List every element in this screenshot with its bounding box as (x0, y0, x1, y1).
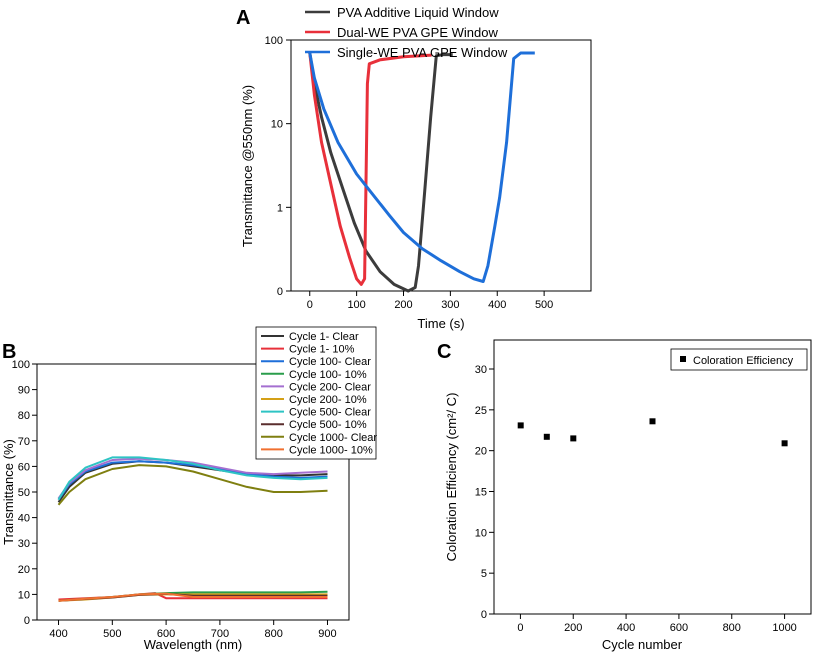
chart-a-series-2 (308, 52, 432, 286)
chart-a-ytick-label: 1 (277, 202, 283, 214)
chart-c: 0 200 400 600 800 1000 0 5 10 15 20 25 30 Cycle numb… (444, 339, 812, 652)
chart-c-ytick-label: 0 (481, 609, 487, 621)
chart-b-xtick-label: 900 (318, 628, 336, 640)
chart-b-xtick-label: 700 (211, 628, 229, 640)
chart-b-ytick-label: 80 (18, 410, 30, 422)
chart-a-ytick-label: 0 (277, 286, 283, 298)
chart-b-ytick-label: 0 (24, 615, 30, 627)
chart-a-xtick-label: 300 (441, 299, 459, 311)
chart-b: 400 500 600 700 800 900 0 10 20 30 40 50 60 70 80 90 100… (1, 326, 377, 652)
chart-c-xtick-label: 800 (723, 622, 741, 634)
chart-b-ytick-label: 60 (18, 461, 30, 473)
chart-c-ytick-label: 15 (475, 487, 487, 499)
chart-b-ytick-label: 50 (18, 487, 30, 499)
chart-b-xtick-label: 500 (103, 628, 121, 640)
chart-a-ytick-label: 100 (265, 35, 283, 47)
chart-a-ytick-label: 10 (271, 119, 283, 131)
chart-c-legend: Coloration Efficiency (670, 348, 808, 371)
chart-a-legend-label: Single-WE PVA GPE Window (337, 45, 508, 60)
panel-label-a: A (236, 7, 250, 29)
chart-b-ytick-label: 30 (18, 538, 30, 550)
chart-c-frame (493, 339, 812, 615)
panel-label-c: C (437, 341, 451, 363)
chart-c-ylabel: Coloration Efficiency (cm²/ C) (444, 393, 459, 562)
chart-b-legend-label: Cycle 1000- Clear (289, 432, 377, 444)
chart-b-series-3 (57, 460, 328, 501)
chart-b-ytick-label: 70 (18, 436, 30, 448)
chart-b-legend-label: Cycle 1000- 10% (289, 444, 373, 456)
chart-c-ytick-label: 25 (475, 405, 487, 417)
chart-c-point (781, 440, 788, 447)
chart-c-legend-box (670, 348, 808, 371)
chart-a-legend-label: PVA Additive Liquid Window (337, 5, 499, 20)
chart-b-ylabel: Transmittance (%) (1, 439, 16, 545)
chart-c-point (570, 435, 577, 442)
chart-a-legend: PVA Additive Liquid Window Dual-WE PVA GP… (305, 5, 508, 60)
chart-b-xtick-label: 800 (265, 628, 283, 640)
chart-b-series-7 (57, 456, 328, 501)
chart-a: 0 100 200 300 400 500 0 1 10 100 Time (s) Transmi… (240, 5, 592, 331)
panel-label-b: B (2, 341, 16, 363)
chart-b-legend-label: Cycle 200- Clear (289, 381, 371, 393)
chart-c-legend-marker (680, 356, 686, 362)
chart-b-ytick-label: 20 (18, 564, 30, 576)
chart-a-xtick-label: 400 (488, 299, 506, 311)
chart-b-series-10 (58, 592, 328, 602)
chart-b-xtick-label: 400 (49, 628, 67, 640)
chart-b-ytick-label: 100 (12, 359, 30, 371)
chart-b-legend-label: Cycle 1- 10% (289, 344, 355, 356)
chart-b-legend-label: Cycle 1- Clear (289, 331, 359, 343)
chart-a-xlabel: Time (s) (417, 316, 464, 331)
chart-c-xtick-label: 400 (617, 622, 635, 634)
chart-a-legend-label: Dual-WE PVA GPE Window (337, 25, 498, 40)
chart-b-ytick-label: 90 (18, 385, 30, 397)
chart-c-ytick-label: 10 (475, 527, 487, 539)
chart-c-xlabel: Cycle number (602, 637, 683, 652)
chart-b-legend-label: Cycle 500- 10% (289, 419, 367, 431)
chart-b-series-9 (57, 464, 328, 506)
chart-a-xtick-label: 200 (394, 299, 412, 311)
chart-c-ytick-label: 5 (481, 568, 487, 580)
chart-c-xtick-label: 600 (670, 622, 688, 634)
chart-a-series-3 (308, 51, 535, 283)
chart-c-xtick-label: 1000 (772, 622, 796, 634)
chart-b-xtick-label: 600 (157, 628, 175, 640)
chart-a-xtick-label: 100 (347, 299, 365, 311)
chart-a-xtick-label: 0 (307, 299, 313, 311)
chart-b-legend-label: Cycle 100- 10% (289, 369, 367, 381)
chart-c-point (517, 422, 524, 429)
chart-b-legend-label: Cycle 100- Clear (289, 356, 371, 368)
chart-b-ytick-label: 10 (18, 589, 30, 601)
chart-a-ylabel: Transmittance @550nm (%) (240, 85, 255, 247)
chart-a-series-1 (308, 52, 453, 293)
chart-c-ytick-label: 20 (475, 446, 487, 458)
chart-c-xtick-label: 200 (564, 622, 582, 634)
chart-c-point (543, 433, 550, 440)
chart-c-xtick-label: 0 (517, 622, 523, 634)
chart-b-legend-label: Cycle 200- 10% (289, 394, 367, 406)
chart-b-xlabel: Wavelength (nm) (144, 637, 243, 652)
chart-c-ytick-label: 30 (475, 364, 487, 376)
chart-b-legend-label: Cycle 500- Clear (289, 407, 371, 419)
chart-a-frame (290, 39, 592, 292)
chart-b-ytick-label: 40 (18, 513, 30, 525)
chart-a-xtick-label: 500 (535, 299, 553, 311)
chart-c-legend-label: Coloration Efficiency (693, 355, 794, 367)
chart-c-point (649, 418, 656, 425)
